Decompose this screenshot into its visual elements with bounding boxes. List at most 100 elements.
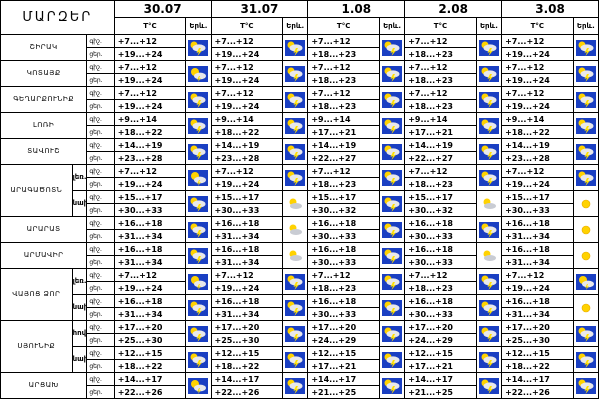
temperature-value: +9...+14 bbox=[113, 112, 187, 126]
temperature-value: +18...+23 bbox=[307, 177, 380, 191]
temperature-value: +18...+23 bbox=[307, 281, 380, 295]
weather-storm-icon bbox=[378, 346, 406, 373]
date-header-5: 3.08 bbox=[501, 0, 599, 18]
region-name: ԱՐԱՐԱՏ bbox=[0, 216, 88, 243]
temperature-value: +12...+15 bbox=[307, 346, 380, 360]
weather-storm-icon bbox=[282, 164, 309, 191]
temperature-value: +16...+18 bbox=[404, 216, 477, 230]
temperature-value: +14...+19 bbox=[404, 138, 477, 152]
temperature-value: +19...+24 bbox=[210, 47, 284, 61]
temperature-value: +9...+14 bbox=[210, 112, 284, 126]
temperature-value: +25...+30 bbox=[210, 333, 284, 347]
weather-storm-icon bbox=[475, 112, 503, 139]
temperature-value: +18...+22 bbox=[501, 125, 574, 139]
temperature-value: +14...+17 bbox=[307, 372, 380, 386]
row-period-label: գիշ. bbox=[86, 138, 115, 152]
table-row: նախգիշ.+15...+17+15...+17+15...+17+15...… bbox=[1, 190, 600, 217]
weather-storm-icon bbox=[475, 372, 503, 399]
row-period-label: ցեր. bbox=[86, 203, 115, 217]
weather-storm-icon bbox=[185, 138, 212, 165]
temperature-value: +15...+17 bbox=[501, 190, 574, 204]
temperature-value: +16...+18 bbox=[113, 242, 187, 256]
weather-storm-icon bbox=[572, 112, 600, 139]
table-row: ցեր. +22...+26 +22...+26 +21...+25 +21...+25… bbox=[1, 385, 599, 399]
temperature-value: +31...+34 bbox=[501, 255, 574, 269]
date-header-2: 31.07 bbox=[210, 0, 309, 18]
temperature-value: +31...+34 bbox=[113, 229, 187, 243]
weather-sun-cloud-icon bbox=[572, 268, 600, 295]
temperature-value: +19...+24 bbox=[501, 47, 574, 61]
region-name: ԱՐՄԱՎԻՐ bbox=[0, 242, 88, 269]
temperature-value: +7...+12 bbox=[404, 268, 477, 282]
forecast-table: ՄԱՐԶԵՐ 30.07 31.07 1.08 2.08 3.08 T°C Երև… bbox=[0, 0, 600, 399]
temp-col-header: T°C bbox=[210, 17, 284, 35]
weather-storm-icon bbox=[378, 268, 406, 295]
temperature-value: +22...+27 bbox=[307, 151, 380, 165]
temp-col-header: T°C bbox=[113, 17, 187, 35]
weather-storm-icon bbox=[185, 34, 212, 61]
temperature-value: +9...+14 bbox=[307, 112, 380, 126]
weather-storm-icon bbox=[185, 346, 212, 373]
temperature-value: +23...+28 bbox=[113, 151, 187, 165]
temperature-value: +7...+12 bbox=[113, 34, 187, 48]
temperature-value: +30...+33 bbox=[404, 229, 477, 243]
temperature-value: +16...+18 bbox=[210, 242, 284, 256]
weather-storm-icon bbox=[378, 320, 406, 347]
weather-storm-icon bbox=[475, 138, 503, 165]
table-row: ՇԻՐԱԿ գիշ. +7...+12 +7...+12 +7...+12 +7...+1… bbox=[0, 34, 600, 61]
row-period-label: ցեր. bbox=[86, 385, 115, 399]
table-row: նախգիշ.+12...+15+12...+15+12...+15+12...… bbox=[1, 346, 600, 373]
table-row: ցեր. +23...+28 +23...+28 +22...+27 +22...+27… bbox=[1, 151, 599, 165]
temperature-value: +7...+12 bbox=[210, 268, 284, 282]
row-period-label: գիշ. bbox=[86, 164, 115, 178]
temperature-value: +17...+21 bbox=[307, 125, 380, 139]
temperature-value: +19...+24 bbox=[210, 281, 284, 295]
temperature-value: +30...+33 bbox=[307, 307, 380, 321]
temperature-value: +16...+18 bbox=[404, 294, 477, 308]
table-title: ՄԱՐԶԵՐ bbox=[0, 0, 115, 35]
temperature-value: +14...+19 bbox=[113, 138, 187, 152]
temperature-value: +17...+20 bbox=[113, 320, 187, 334]
weather-storm-icon bbox=[475, 320, 503, 347]
temperature-value: +7...+12 bbox=[210, 164, 284, 178]
temperature-value: +7...+12 bbox=[501, 268, 574, 282]
row-period-label: ցեր. bbox=[86, 99, 115, 113]
table-row: ԱՐԱԳԱԾՈՏՆ լեռ. գիշ. +7...+12 +7...+12 +7...+1… bbox=[0, 164, 600, 217]
weather-sun-cloud-icon bbox=[185, 164, 212, 191]
temperature-value: +31...+34 bbox=[113, 307, 187, 321]
temperature-value: +31...+34 bbox=[210, 229, 284, 243]
weather-storm-icon bbox=[282, 346, 309, 373]
temp-col-header: T°C bbox=[501, 17, 574, 35]
weather-storm-icon bbox=[475, 216, 503, 243]
region-name: ԿՈՏԱՅՔ bbox=[0, 60, 88, 87]
weather-storm-icon bbox=[185, 190, 212, 217]
temp-col-header: T°C bbox=[404, 17, 477, 35]
row-period-label: գիշ. bbox=[86, 86, 115, 100]
weather-storm-icon bbox=[572, 346, 600, 373]
table-row: ԳԵՂԱՐՔՈՒՆԻՔ գիշ. +7...+12 +7...+12 +7...+12 +… bbox=[0, 86, 600, 113]
temperature-value: +25...+30 bbox=[501, 333, 574, 347]
temperature-value: +14...+19 bbox=[501, 138, 574, 152]
temperature-value: +7...+12 bbox=[113, 268, 187, 282]
temperature-value: +18...+22 bbox=[501, 359, 574, 373]
temperature-value: +21...+25 bbox=[307, 385, 380, 399]
row-period-label: գիշ. bbox=[86, 320, 115, 334]
row-period-label: ցեր. bbox=[86, 255, 115, 269]
temperature-value: +7...+12 bbox=[307, 268, 380, 282]
temperature-value: +7...+12 bbox=[210, 34, 284, 48]
weather-storm-icon bbox=[378, 164, 406, 191]
weather-storm-icon bbox=[572, 86, 600, 113]
temperature-value: +17...+20 bbox=[210, 320, 284, 334]
row-period-label: գիշ. bbox=[86, 268, 115, 282]
weather-storm-icon bbox=[475, 346, 503, 373]
weather-sun-cloud-icon bbox=[185, 60, 212, 87]
weather-storm-icon bbox=[282, 294, 309, 321]
weather-storm-icon bbox=[572, 60, 600, 87]
temperature-value: +19...+24 bbox=[210, 73, 284, 87]
date-header-1: 30.07 bbox=[113, 0, 212, 18]
temperature-value: +14...+19 bbox=[210, 138, 284, 152]
temperature-value: +19...+24 bbox=[113, 47, 187, 61]
table-row: նախ.գիշ.+16...+18+16...+18+16...+18+16..… bbox=[1, 294, 600, 321]
weather-storm-icon bbox=[282, 60, 309, 87]
table-row: ԱՐՄԱՎԻՐ գիշ. +16...+18 +16...+18 +16...+18 +1… bbox=[0, 242, 600, 269]
